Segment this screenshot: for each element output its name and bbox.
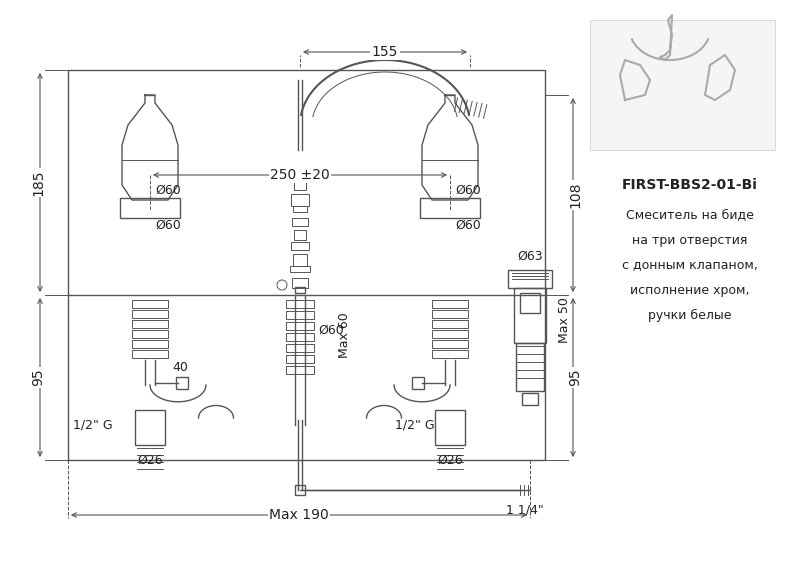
Bar xyxy=(286,366,314,374)
Bar xyxy=(292,278,308,288)
Bar xyxy=(432,320,468,328)
Bar xyxy=(295,485,305,495)
Bar xyxy=(286,311,314,319)
Text: на три отверстия: на три отверстия xyxy=(632,233,748,246)
Bar xyxy=(432,340,468,348)
Bar xyxy=(291,242,309,250)
Text: Ø26: Ø26 xyxy=(137,453,163,467)
Bar xyxy=(295,287,305,293)
Text: Ø60: Ø60 xyxy=(455,183,481,196)
Text: 1 1/4": 1 1/4" xyxy=(506,504,544,517)
Bar xyxy=(286,333,314,341)
Bar xyxy=(435,410,465,445)
Text: 40: 40 xyxy=(172,361,188,373)
Bar xyxy=(68,70,545,460)
Bar xyxy=(514,288,546,343)
Bar xyxy=(132,320,168,328)
Bar xyxy=(132,350,168,358)
Bar xyxy=(294,230,306,240)
Text: Ø60: Ø60 xyxy=(155,183,181,196)
Text: с донным клапаном,: с донным клапаном, xyxy=(622,258,758,271)
Text: Ø63: Ø63 xyxy=(517,249,543,262)
Bar xyxy=(292,170,308,176)
Text: 1/2" G: 1/2" G xyxy=(395,419,434,431)
Text: 95: 95 xyxy=(568,369,582,386)
Text: Ø60: Ø60 xyxy=(155,218,181,232)
Text: исполнение хром,: исполнение хром, xyxy=(630,283,750,296)
Bar xyxy=(432,350,468,358)
Bar xyxy=(135,410,165,445)
Text: ручки белые: ручки белые xyxy=(648,308,732,321)
Bar xyxy=(520,293,540,313)
Bar xyxy=(132,300,168,308)
Bar xyxy=(420,198,480,218)
Bar xyxy=(286,322,314,330)
Text: 108: 108 xyxy=(568,182,582,208)
Bar xyxy=(176,377,188,389)
Bar xyxy=(432,300,468,308)
Bar xyxy=(120,198,180,218)
Bar xyxy=(432,330,468,338)
Text: 185: 185 xyxy=(31,169,45,196)
Bar xyxy=(293,254,307,266)
Bar xyxy=(293,206,307,212)
Text: 155: 155 xyxy=(372,45,398,59)
Bar xyxy=(508,270,552,288)
Bar xyxy=(286,300,314,308)
Bar xyxy=(294,182,306,190)
FancyBboxPatch shape xyxy=(590,20,775,150)
Text: 1/2" G: 1/2" G xyxy=(73,419,113,431)
Bar xyxy=(290,266,310,272)
Bar xyxy=(132,340,168,348)
Text: Ø60: Ø60 xyxy=(318,324,344,336)
Text: Ø26: Ø26 xyxy=(437,453,463,467)
Bar xyxy=(292,218,308,226)
Bar xyxy=(412,377,424,389)
Text: 250 ±20: 250 ±20 xyxy=(270,168,330,182)
Bar xyxy=(132,330,168,338)
Text: 95: 95 xyxy=(31,369,45,386)
Text: Max 60: Max 60 xyxy=(338,312,351,358)
Bar xyxy=(286,355,314,363)
Text: Смеситель на биде: Смеситель на биде xyxy=(626,208,754,221)
Bar xyxy=(522,393,538,405)
Text: Max 190: Max 190 xyxy=(269,508,329,522)
Bar xyxy=(432,310,468,318)
Bar xyxy=(132,310,168,318)
Text: Ø60: Ø60 xyxy=(455,218,481,232)
Text: FIRST-BBS2-01-Bi: FIRST-BBS2-01-Bi xyxy=(622,178,758,192)
Bar xyxy=(286,344,314,352)
Bar xyxy=(516,343,544,391)
Bar xyxy=(291,194,309,206)
Text: Max 50: Max 50 xyxy=(558,297,571,343)
